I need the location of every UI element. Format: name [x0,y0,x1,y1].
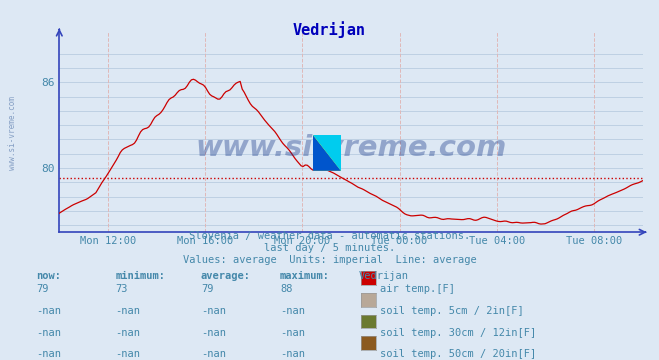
Text: now:: now: [36,271,61,281]
Text: air temp.[F]: air temp.[F] [380,284,455,294]
Text: 73: 73 [115,284,128,294]
Text: www.si-vreme.com: www.si-vreme.com [195,134,507,162]
Text: -nan: -nan [280,328,305,338]
Text: soil temp. 30cm / 12in[F]: soil temp. 30cm / 12in[F] [380,328,536,338]
Text: -nan: -nan [201,328,226,338]
Text: -nan: -nan [280,306,305,316]
Text: -nan: -nan [280,349,305,359]
Polygon shape [313,135,341,171]
Text: soil temp. 50cm / 20in[F]: soil temp. 50cm / 20in[F] [380,349,536,359]
Text: average:: average: [201,271,251,281]
Bar [313,135,341,171]
Text: -nan: -nan [115,328,140,338]
Text: minimum:: minimum: [115,271,165,281]
Text: -nan: -nan [36,349,61,359]
Text: soil temp. 5cm / 2in[F]: soil temp. 5cm / 2in[F] [380,306,523,316]
Text: -nan: -nan [115,306,140,316]
Text: Vedrijan: Vedrijan [293,21,366,38]
Text: 79: 79 [36,284,49,294]
Text: Slovenia / weather data - automatic stations.: Slovenia / weather data - automatic stat… [189,231,470,241]
Text: -nan: -nan [36,306,61,316]
Text: Vedrijan: Vedrijan [359,271,409,281]
Text: 88: 88 [280,284,293,294]
Text: last day / 5 minutes.: last day / 5 minutes. [264,243,395,253]
Polygon shape [313,135,341,171]
Text: www.si-vreme.com: www.si-vreme.com [8,96,17,170]
Text: Values: average  Units: imperial  Line: average: Values: average Units: imperial Line: av… [183,255,476,265]
Text: 79: 79 [201,284,214,294]
Text: -nan: -nan [115,349,140,359]
Text: -nan: -nan [36,328,61,338]
Text: -nan: -nan [201,349,226,359]
Text: -nan: -nan [201,306,226,316]
Text: maximum:: maximum: [280,271,330,281]
